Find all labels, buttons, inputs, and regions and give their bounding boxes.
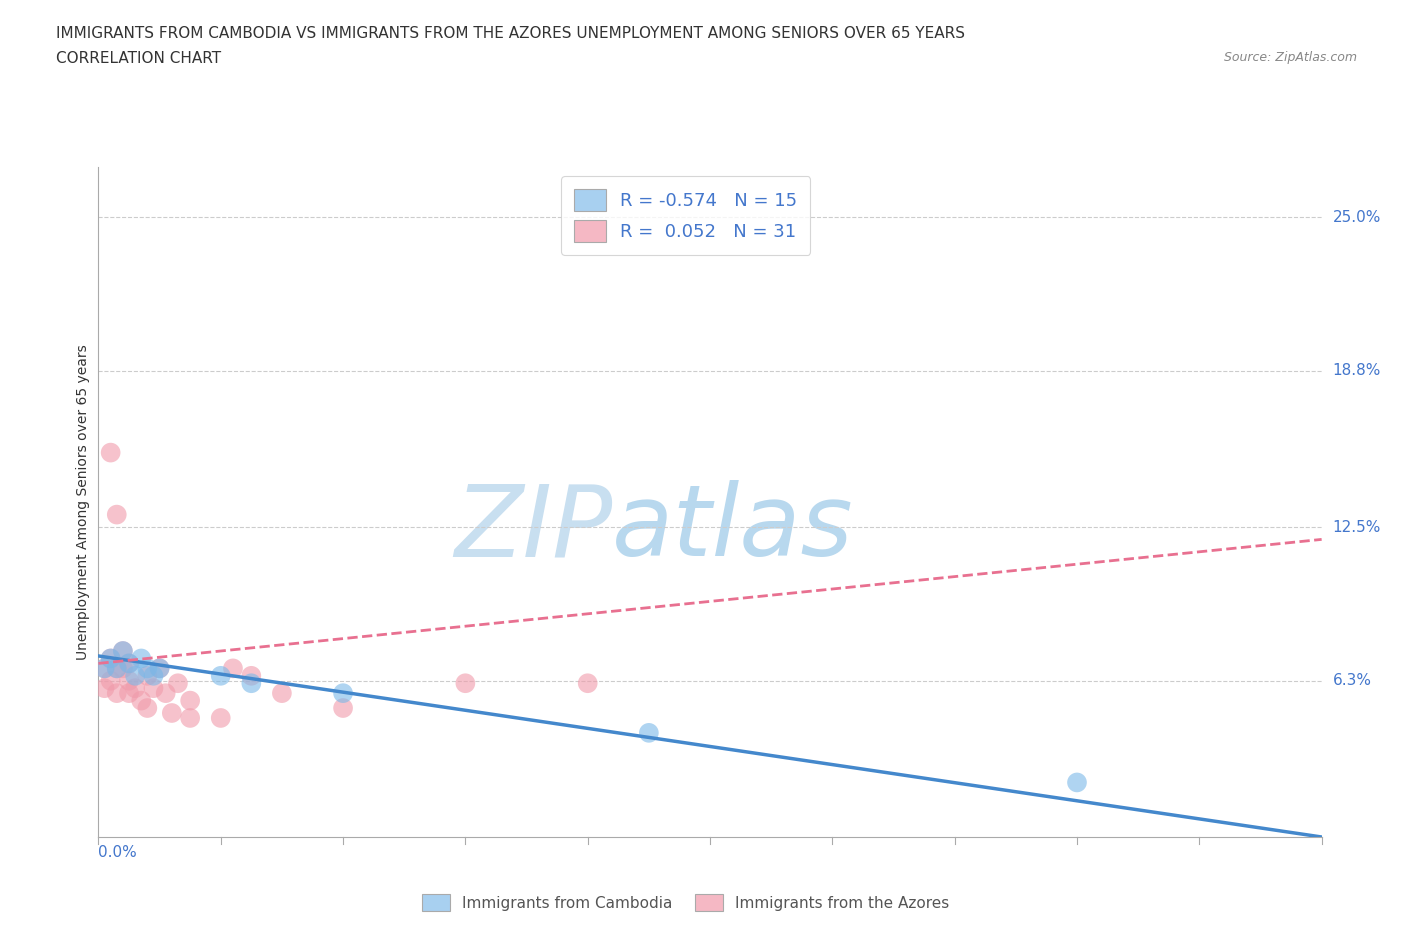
Point xyxy=(111,644,134,658)
Text: CORRELATION CHART: CORRELATION CHART xyxy=(56,51,221,66)
Text: 25.0%: 25.0% xyxy=(1333,209,1381,224)
Point xyxy=(124,681,146,696)
Point xyxy=(129,651,152,666)
Point xyxy=(160,706,183,721)
Point xyxy=(105,661,128,676)
Point xyxy=(637,725,661,740)
Point xyxy=(100,673,122,688)
Point xyxy=(111,661,134,676)
Point xyxy=(93,661,115,676)
Point xyxy=(118,673,141,688)
Point xyxy=(209,711,232,725)
Point xyxy=(118,656,141,671)
Y-axis label: Unemployment Among Seniors over 65 years: Unemployment Among Seniors over 65 years xyxy=(76,344,90,660)
Text: 18.8%: 18.8% xyxy=(1333,364,1381,379)
Point xyxy=(100,651,122,666)
Point xyxy=(454,676,477,691)
Point xyxy=(167,676,190,691)
Text: atlas: atlas xyxy=(612,481,853,578)
Point xyxy=(332,700,354,715)
Text: Source: ZipAtlas.com: Source: ZipAtlas.com xyxy=(1223,51,1357,64)
Point xyxy=(118,685,141,700)
Point xyxy=(105,685,128,700)
Point xyxy=(118,656,141,671)
Point xyxy=(155,685,177,700)
Legend: Immigrants from Cambodia, Immigrants from the Azores: Immigrants from Cambodia, Immigrants fro… xyxy=(416,888,955,917)
Point xyxy=(240,669,263,684)
Point xyxy=(100,445,122,460)
Point xyxy=(111,644,134,658)
Point xyxy=(149,661,172,676)
Point xyxy=(270,685,292,700)
Point xyxy=(124,669,146,684)
Point xyxy=(142,669,165,684)
Point xyxy=(222,661,245,676)
Point xyxy=(142,681,165,696)
Point xyxy=(1066,775,1088,790)
Point xyxy=(136,661,159,676)
Point xyxy=(576,676,599,691)
Text: ZIP: ZIP xyxy=(454,481,612,578)
Text: 6.3%: 6.3% xyxy=(1333,673,1372,688)
Point xyxy=(179,711,201,725)
Text: IMMIGRANTS FROM CAMBODIA VS IMMIGRANTS FROM THE AZORES UNEMPLOYMENT AMONG SENIOR: IMMIGRANTS FROM CAMBODIA VS IMMIGRANTS F… xyxy=(56,26,966,41)
Point xyxy=(136,669,159,684)
Point xyxy=(105,507,128,522)
Text: 0.0%: 0.0% xyxy=(98,845,138,860)
Point xyxy=(105,661,128,676)
Point xyxy=(100,651,122,666)
Point xyxy=(136,700,159,715)
Point xyxy=(240,676,263,691)
Point xyxy=(93,661,115,676)
Point xyxy=(93,681,115,696)
Point xyxy=(179,693,201,708)
Point xyxy=(332,685,354,700)
Text: 12.5%: 12.5% xyxy=(1333,520,1381,535)
Point xyxy=(149,661,172,676)
Point xyxy=(129,693,152,708)
Point xyxy=(209,669,232,684)
